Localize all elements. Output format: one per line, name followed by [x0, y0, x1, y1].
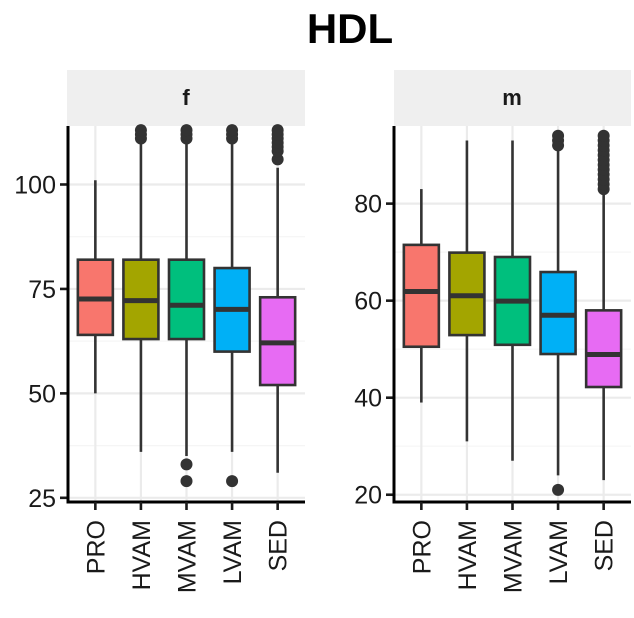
y-tick-label: 20 [354, 482, 382, 510]
facet-strip-f [67, 70, 305, 126]
y-tick-label: 50 [28, 380, 56, 408]
axes-m: 20 40 60 80 PRO HVAM MVAM LVAM SED [354, 126, 631, 593]
outlier-point [271, 124, 284, 137]
iqr-box [402, 243, 441, 349]
outlier-point [180, 475, 193, 488]
facet-label-m: m [502, 85, 522, 110]
x-tick-label: MVAM [500, 520, 528, 593]
outlier-point [180, 124, 193, 137]
boxes-m [402, 129, 623, 496]
y-tick-label: 60 [354, 288, 382, 316]
x-tick-label: MVAM [174, 520, 202, 593]
x-tick-label: PRO [82, 520, 110, 574]
outlier-point [226, 475, 239, 488]
box-pro [402, 189, 441, 403]
box-mvam [167, 124, 206, 488]
boxes-f [76, 124, 297, 488]
x-tick-label: HVAM [454, 520, 482, 590]
x-tick-label: LVAM [219, 520, 247, 584]
x-tick-label: LVAM [545, 520, 573, 584]
facet-strip-m [394, 70, 631, 126]
outlier-point [552, 483, 565, 496]
box-sed [258, 124, 297, 473]
outlier-point [180, 458, 193, 471]
chart-title: HDL [307, 5, 393, 52]
box-lvam [213, 124, 251, 488]
outlier-point [552, 129, 565, 142]
y-tick-label: 75 [28, 276, 56, 304]
outlier-point [226, 124, 239, 137]
outlier-point [271, 153, 284, 166]
facet-panel-f: f 25 50 75 100 PRO HVAM MVAM LVAM SED [14, 70, 305, 593]
axes-f: 25 50 75 100 PRO HVAM MVAM LVAM SED [14, 126, 305, 593]
outlier-point [134, 124, 147, 137]
y-tick-label: 80 [354, 191, 382, 219]
box-hvam [122, 124, 160, 452]
iqr-box [167, 258, 206, 341]
box-sed [584, 129, 623, 481]
outlier-point [597, 129, 610, 142]
x-tick-label: HVAM [128, 520, 156, 590]
y-tick-label: 25 [28, 485, 56, 513]
y-tick-label: 40 [354, 385, 382, 413]
facet-label-f: f [182, 85, 190, 110]
y-tick-label: 100 [14, 171, 56, 199]
x-tick-label: SED [265, 520, 293, 571]
iqr-box [584, 309, 623, 389]
box-mvam [493, 140, 532, 461]
box-lvam [539, 129, 577, 496]
x-tick-label: SED [591, 520, 619, 571]
box-hvam [448, 140, 486, 442]
box-pro [76, 180, 115, 394]
facet-panel-m: m 20 40 60 80 PRO HVAM MVAM LVAM SED [354, 70, 631, 593]
x-tick-label: PRO [408, 520, 436, 574]
